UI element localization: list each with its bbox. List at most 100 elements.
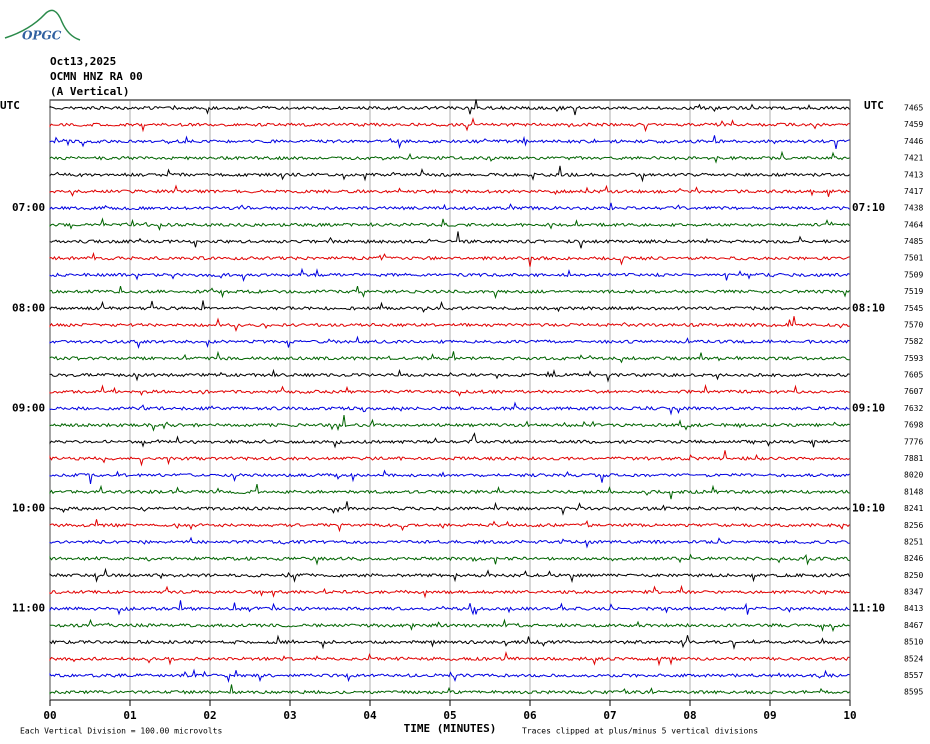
right-time-label: 11:10 (852, 602, 885, 615)
x-tick-label: 03 (283, 709, 296, 722)
trace (49, 117, 850, 133)
trace (49, 335, 850, 350)
x-tick-label: 00 (43, 709, 56, 722)
title-line: Oct13,2025 (50, 55, 116, 68)
row-value: 8148 (904, 487, 923, 496)
row-value: 7605 (904, 371, 923, 380)
trace (49, 368, 850, 383)
trace (49, 483, 850, 500)
trace (49, 316, 850, 333)
trace (49, 383, 850, 397)
row-value: 8241 (904, 504, 923, 513)
x-tick-label: 01 (123, 709, 137, 722)
row-value: 8347 (904, 588, 923, 597)
left-time-label: 07:00 (12, 201, 45, 214)
logo-mark (4, 9, 81, 41)
trace (49, 217, 850, 232)
trace (49, 267, 850, 283)
right-time-label: 10:10 (852, 502, 885, 515)
row-value: 8510 (904, 638, 923, 647)
title-line: (A Vertical) (50, 85, 129, 98)
row-value: 8595 (904, 688, 923, 697)
row-value: 7607 (904, 387, 923, 396)
row-value: 7446 (904, 137, 923, 146)
x-tick-label: 09 (763, 709, 776, 722)
trace (49, 519, 850, 533)
right-time-label: 09:10 (852, 401, 885, 414)
trace (49, 501, 850, 516)
x-tick-label: 10 (843, 709, 856, 722)
row-value: 7438 (904, 204, 923, 213)
x-tick-label: 07 (603, 709, 616, 722)
footer-left: Each Vertical Division = 100.00 microvol… (20, 727, 222, 736)
left-time-label: 08:00 (12, 301, 45, 314)
x-tick-label: 04 (363, 709, 377, 722)
row-value: 7632 (904, 404, 923, 413)
row-value: 7421 (904, 154, 923, 163)
trace (49, 99, 850, 116)
row-value: 7459 (904, 120, 923, 129)
row-value: 7881 (904, 454, 923, 463)
trace (49, 432, 850, 449)
row-value: 8020 (904, 471, 923, 480)
trace (49, 202, 850, 211)
row-value: 7582 (904, 337, 923, 346)
title-line: OCMN HNZ RA 00 (50, 70, 143, 83)
row-value: 8256 (904, 521, 923, 530)
trace (49, 553, 850, 566)
left-time-label: 10:00 (12, 502, 45, 515)
row-value: 7776 (904, 437, 923, 446)
trace (49, 469, 850, 484)
footer-right: Traces clipped at plus/minus 5 vertical … (522, 727, 758, 736)
row-value: 7501 (904, 254, 923, 263)
row-value: 8251 (904, 537, 923, 546)
trace (49, 450, 850, 467)
trace (49, 650, 850, 667)
trace (49, 536, 850, 549)
row-value: 7465 (904, 104, 923, 113)
logo: OPGC (22, 29, 62, 43)
right-time-label: 07:10 (852, 201, 885, 214)
row-value: 7519 (904, 287, 923, 296)
trace (49, 634, 850, 650)
row-value: 8250 (904, 571, 923, 580)
row-value: 8413 (904, 604, 923, 613)
row-value: 7593 (904, 354, 923, 363)
trace (49, 618, 850, 633)
left-time-label: 09:00 (12, 401, 45, 414)
trace (49, 135, 850, 149)
trace (49, 415, 850, 432)
trace (49, 567, 850, 584)
trace (49, 350, 850, 364)
row-value: 8246 (904, 554, 923, 563)
row-value: 7545 (904, 304, 923, 313)
row-value: 8557 (904, 671, 923, 680)
row-value: 7413 (904, 170, 923, 179)
trace (49, 165, 850, 183)
trace (49, 300, 850, 313)
trace (49, 251, 850, 267)
trace (49, 600, 850, 616)
trace (49, 401, 850, 416)
x-tick-label: 08 (683, 709, 696, 722)
trace (49, 684, 850, 695)
x-tick-label: 05 (443, 709, 456, 722)
row-value: 7485 (904, 237, 923, 246)
trace (49, 150, 850, 164)
row-value: 8467 (904, 621, 923, 630)
trace (49, 668, 850, 684)
right-axis-label: UTC (864, 99, 884, 112)
trace (49, 184, 850, 197)
row-value: 7570 (904, 320, 923, 329)
left-time-label: 11:00 (12, 602, 45, 615)
row-value: 8524 (904, 654, 923, 663)
x-tick-label: 06 (523, 709, 537, 722)
x-tick-label: 02 (203, 709, 216, 722)
row-value: 7464 (904, 220, 923, 229)
row-value: 7698 (904, 421, 923, 430)
right-time-label: 08:10 (852, 301, 885, 314)
row-value: 7417 (904, 187, 923, 196)
row-value: 7509 (904, 270, 923, 279)
left-axis-label: UTC (0, 99, 20, 112)
